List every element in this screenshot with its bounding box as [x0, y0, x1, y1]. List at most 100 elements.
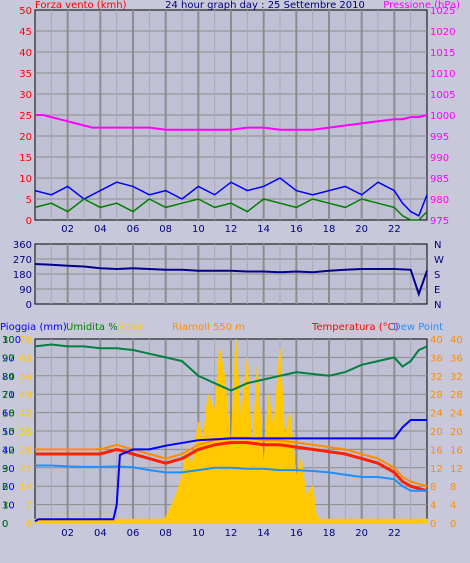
rain-tick: 10: [2, 501, 15, 512]
rain-tick: 60: [2, 409, 15, 420]
dew-point-line: [35, 464, 427, 492]
hour-tick: 12: [225, 224, 238, 235]
wind-pressure-series: [34, 114, 428, 221]
rain-line: [34, 419, 427, 523]
solar-tick: 7: [26, 501, 32, 512]
temperature-tick: 32: [450, 372, 463, 383]
compass-tick: W: [434, 255, 444, 266]
compass-tick: N: [434, 300, 441, 311]
temperature-tick: 24: [450, 409, 463, 420]
solar-tick: 28: [19, 445, 32, 456]
compass-tick: E: [434, 285, 440, 296]
wind-speed-tick: 0: [26, 216, 32, 227]
solar-tick: 0: [26, 519, 32, 530]
solar-tick: 35: [19, 427, 32, 438]
hour-tick: 02: [61, 528, 74, 539]
humidity-tick: 18: [2, 409, 15, 420]
solar-tick: 63: [19, 353, 32, 364]
solar-area: [34, 338, 428, 524]
hour-tick: 02: [61, 224, 74, 235]
hour-tick: 06: [127, 224, 140, 235]
compass-tick: S: [434, 270, 440, 281]
wind-speed-tick: 10: [19, 174, 32, 185]
hour-tick: 20: [355, 528, 368, 539]
pressure-tick: 980: [430, 195, 449, 206]
temperature-line: [35, 441, 428, 493]
wind-direction-series: [34, 263, 428, 298]
wind-speed-tick: 15: [19, 153, 32, 164]
pressure-label: Pressione (hPa): [383, 0, 460, 11]
wind-direction-grid: [35, 244, 427, 304]
rain-tick: 90: [2, 353, 15, 364]
wind-speed-label: Forza vento (kmh): [35, 0, 127, 11]
rain-axis: 0 10 20 30 40 50 60 70 80 90 100: [2, 335, 21, 530]
temperature-tick: 40: [450, 335, 463, 346]
pressure-tick: 995: [430, 132, 449, 143]
temperature-tick: 16: [450, 445, 463, 456]
hour-tick: 04: [94, 528, 107, 539]
temperature-tick: 24: [430, 409, 443, 420]
humidity-tick: 27: [2, 353, 15, 364]
hour-tick: 10: [192, 224, 205, 235]
temperature-tick: 4: [450, 501, 456, 512]
wind-speed-tick: 30: [19, 90, 32, 101]
pressure-axis: 975 980 985 990 995 1000 1005 1010 1015 1020 1025: [430, 6, 455, 227]
hour-tick: 08: [159, 528, 172, 539]
humidity-tick: 15: [2, 427, 15, 438]
chart-title: 24 hour graph day : 25 Settembre 2010: [165, 0, 365, 11]
temperature-tick: 36: [450, 353, 463, 364]
temperature-tick: 4: [430, 501, 436, 512]
pressure-line: [35, 114, 428, 131]
humidity-tick: 3: [2, 501, 8, 512]
solar-tick: 70: [19, 335, 32, 346]
hour-tick: 20: [355, 224, 368, 235]
temperature-tick: 8: [450, 482, 456, 493]
temperature-tick: 12: [430, 464, 443, 475]
rain-tick: 20: [2, 482, 15, 493]
wind-direction-degree-axis: 0 90 180 270 360: [13, 240, 32, 311]
hour-tick: 08: [159, 224, 172, 235]
solar-label: Solar: [118, 322, 144, 333]
wind-speed-tick: 5: [26, 195, 32, 206]
wind-minimum-line: [34, 198, 428, 221]
hour-tick: 10: [192, 528, 205, 539]
station-annotation: Riarnoli 550 m: [172, 322, 245, 333]
rain-tick: 40: [2, 445, 15, 456]
pressure-tick: 1025: [430, 6, 455, 17]
hour-tick: 18: [323, 528, 336, 539]
rain-label: Pioggia (mm): [0, 322, 67, 333]
hour-tick: 14: [257, 528, 270, 539]
solar-tick: 56: [19, 372, 32, 383]
pressure-tick: 990: [430, 153, 449, 164]
wind-direction-degree-tick: 270: [13, 255, 32, 266]
solar-tick: 14: [19, 482, 32, 493]
humidity-tick: 24: [2, 372, 15, 383]
hour-tick: 16: [290, 224, 303, 235]
panel3-hour-axis: 02 04 06 08 10 12 14 16 18 20 22: [61, 528, 400, 539]
temperature-tick: 40: [430, 335, 443, 346]
humidity-line: [34, 343, 428, 392]
temperature-tick: 20: [430, 427, 443, 438]
temperature-tick: 8: [430, 482, 436, 493]
solar-tick: 21: [19, 464, 32, 475]
temperature-tick: 28: [430, 390, 443, 401]
solar-tick: 49: [19, 390, 32, 401]
wind-direction-degree-tick: 180: [13, 270, 32, 281]
temperature-axis-right: 0 4 8 12 16 20 24 28 32 36 40: [450, 335, 463, 530]
pressure-tick: 1010: [430, 69, 455, 80]
solar-tick: 42: [19, 409, 32, 420]
wind-direction-degree-tick: 360: [13, 240, 32, 251]
temperature-tick: 28: [450, 390, 463, 401]
rain-tick: 70: [2, 390, 15, 401]
pressure-tick: 1020: [430, 27, 455, 38]
humidity-axis: 0 3 6 9 12 15 18 21 24 27 30: [2, 335, 15, 530]
temperature-tick: 0: [430, 519, 436, 530]
wind-speed-tick: 40: [19, 48, 32, 59]
panel1-hour-axis: 02 04 06 08 10 12 14 16 18 20 22: [61, 224, 400, 235]
temperature-tick: 36: [430, 353, 443, 364]
wind-direction-degree-tick: 0: [26, 300, 32, 311]
wind-average-line: [34, 177, 428, 217]
